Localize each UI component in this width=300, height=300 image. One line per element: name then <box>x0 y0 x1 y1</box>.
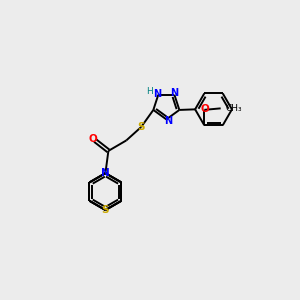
Text: CH₃: CH₃ <box>225 104 242 113</box>
Text: S: S <box>102 205 109 215</box>
Text: S: S <box>137 122 145 132</box>
Text: H: H <box>147 87 153 96</box>
Text: O: O <box>200 104 209 114</box>
Text: O: O <box>88 134 97 144</box>
Text: N: N <box>153 89 161 99</box>
Text: N: N <box>170 88 178 98</box>
Text: N: N <box>164 116 172 126</box>
Text: N: N <box>101 168 110 178</box>
